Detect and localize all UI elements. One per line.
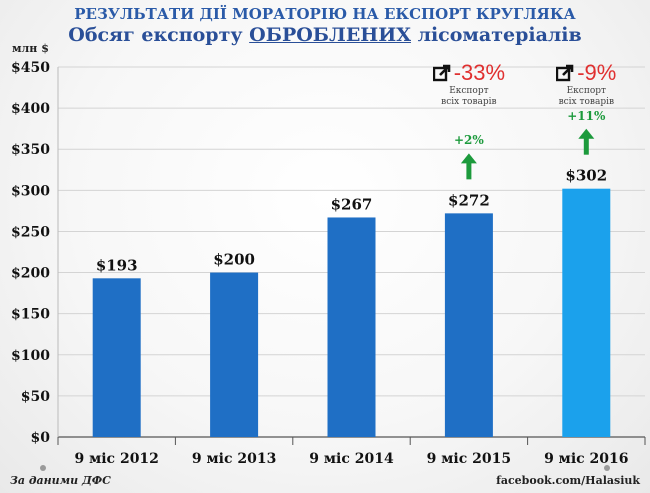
x-tick-label: 9 міс 2014 (309, 451, 394, 467)
decorative-dot (40, 465, 46, 471)
y-tick-label: $400 (11, 101, 50, 117)
annotation-2016: -9% Експорт всіх товарів (541, 60, 631, 108)
data-label: $302 (565, 167, 607, 185)
change-badge: -9% (556, 60, 616, 86)
title-part-1: Обсяг експорту (68, 24, 250, 46)
growth-label-2016: +11% (567, 108, 606, 123)
change-value: -9% (577, 60, 617, 85)
change-note-line2: всіх товарів (441, 97, 497, 107)
data-label: $193 (96, 256, 138, 274)
growth-label-2015: +2% (453, 133, 484, 148)
change-note-line1: Експорт (449, 86, 489, 96)
bar (92, 278, 141, 437)
y-tick-label: $100 (11, 348, 50, 364)
data-label: $267 (331, 195, 373, 213)
x-tick-label: 9 міс 2015 (427, 451, 511, 467)
growth-arrowhead-icon (578, 128, 595, 139)
external-arrow-icon (432, 64, 451, 82)
change-badge: -33% (432, 60, 506, 86)
y-tick-label: $450 (11, 60, 50, 76)
y-tick-label: $250 (11, 224, 50, 240)
change-note-line1: Експорт (566, 86, 606, 96)
change-note-line2: всіх товарів (558, 97, 615, 107)
credit-note: facebook.com/Halasiuk (496, 474, 640, 487)
decorative-dot (604, 465, 610, 471)
bar (444, 213, 493, 437)
data-label: $272 (448, 191, 490, 209)
y-axis-unit-label: млн $ (12, 42, 49, 55)
chart-supertitle: РЕЗУЛЬТАТИ ДІЇ МОРАТОРІЮ НА ЕКСПОРТ КРУГ… (74, 5, 576, 23)
title-part-underlined: ОБРОБЛЕНИХ (249, 24, 411, 46)
bar (562, 188, 611, 437)
bar (327, 217, 376, 437)
x-tick-label: 9 міс 2012 (74, 451, 158, 467)
external-arrow-icon (556, 64, 574, 82)
growth-arrowhead-icon (460, 153, 477, 164)
annotation-2015: -33% Експорт всіх товарів (424, 60, 514, 108)
chart-title: Обсяг експорту ОБРОБЛЕНИХ лісоматеріалів (0, 24, 650, 46)
y-tick-label: $200 (11, 266, 50, 282)
y-tick-label: $350 (11, 142, 50, 158)
y-tick-label: $0 (31, 430, 51, 446)
y-tick-label: $150 (11, 307, 50, 323)
change-value: -33% (453, 60, 506, 85)
x-tick-label: 9 міс 2016 (544, 451, 628, 467)
title-part-2: лісоматеріалів (410, 24, 582, 46)
y-tick-label: $300 (11, 183, 50, 199)
x-tick-label: 9 міс 2013 (192, 451, 276, 467)
source-note: За даними ДФС (10, 474, 111, 487)
data-label: $200 (213, 251, 255, 269)
y-tick-label: $50 (21, 389, 50, 405)
bar (210, 272, 259, 437)
